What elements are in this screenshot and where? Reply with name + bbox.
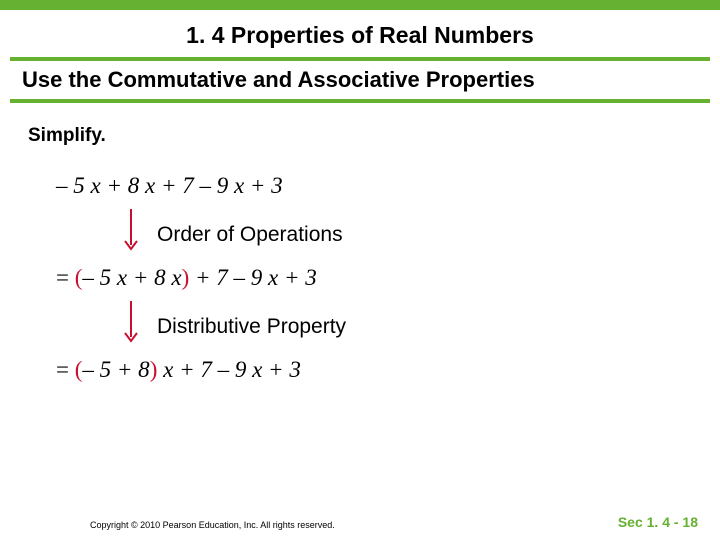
step-row-1: Order of Operations [123, 209, 692, 251]
subtitle-bar: Use the Commutative and Associative Prop… [10, 57, 710, 103]
footer: Copyright © 2010 Pearson Education, Inc.… [0, 514, 720, 530]
arrow-down-icon [123, 301, 139, 343]
simplify-label: Simplify. [28, 125, 692, 147]
arrow-down-icon [123, 209, 139, 251]
suffix-expr: x + 7 – 9 x + 3 [157, 357, 300, 382]
slide-frame: 1. 4 Properties of Real Numbers Use the … [0, 0, 720, 540]
inner-expr: – 5 + 8 [82, 357, 149, 382]
step-label-1: Order of Operations [157, 223, 343, 251]
slide-subtitle: Use the Commutative and Associative Prop… [22, 67, 698, 93]
slide-title: 1. 4 Properties of Real Numbers [0, 10, 720, 57]
slide-number: Sec 1. 4 - 18 [618, 514, 698, 530]
content-area: Simplify. – 5 x + 8 x + 7 – 9 x + 3 Orde… [0, 103, 720, 383]
expression-line-1: – 5 x + 8 x + 7 – 9 x + 3 [56, 173, 692, 199]
eq-prefix: = [56, 265, 75, 290]
step-row-2: Distributive Property [123, 301, 692, 343]
inner-expr: – 5 x + 8 x [82, 265, 181, 290]
step-label-2: Distributive Property [157, 315, 346, 343]
expression-line-2: = (– 5 x + 8 x) + 7 – 9 x + 3 [56, 265, 692, 291]
expression-line-3: = (– 5 + 8) x + 7 – 9 x + 3 [56, 357, 692, 383]
eq-prefix: = [56, 357, 75, 382]
suffix-expr: + 7 – 9 x + 3 [189, 265, 317, 290]
copyright-text: Copyright © 2010 Pearson Education, Inc.… [90, 520, 335, 530]
